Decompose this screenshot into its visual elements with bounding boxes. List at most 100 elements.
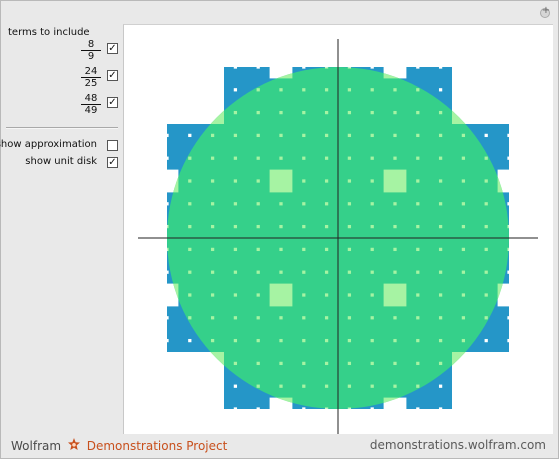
show-approximation-label: show approximation	[0, 139, 97, 150]
show-unit-disk-checkbox[interactable]: ✓	[107, 157, 118, 168]
removed-square	[461, 133, 466, 138]
removed-square	[142, 293, 146, 297]
removed-square	[233, 110, 238, 115]
removed-square	[507, 270, 511, 274]
removed-square	[142, 133, 146, 138]
removed-square	[233, 384, 238, 388]
removed-square	[302, 361, 306, 366]
removed-square	[484, 338, 488, 343]
removed-square	[461, 247, 466, 252]
removed-square	[461, 202, 466, 206]
removed-square	[370, 202, 374, 206]
removed-square	[347, 361, 352, 366]
removed-square	[416, 202, 420, 206]
removed-square	[324, 110, 329, 115]
removed-square	[324, 156, 329, 160]
removed-square	[324, 67, 329, 69]
removed-square	[233, 179, 238, 183]
removed-square	[324, 202, 329, 206]
removed-square	[461, 316, 466, 320]
removed-square	[233, 202, 238, 206]
site-link[interactable]: demonstrations.wolfram.com	[369, 438, 546, 452]
removed-square	[461, 293, 466, 297]
show-unit-disk-label: show unit disk	[25, 156, 97, 167]
removed-square	[438, 133, 443, 138]
removed-square	[167, 247, 169, 252]
expand-icon[interactable]	[540, 5, 551, 18]
term-2-checkbox[interactable]: ✓	[107, 70, 118, 81]
removed-square	[142, 247, 146, 252]
removed-square	[279, 338, 283, 343]
removed-square	[324, 384, 329, 388]
removed-square	[155, 169, 179, 193]
removed-square	[302, 293, 306, 297]
removed-square	[210, 202, 215, 206]
removed-square	[279, 42, 283, 46]
removed-square	[233, 42, 238, 46]
removed-square	[393, 133, 397, 138]
removed-square	[370, 316, 374, 320]
removed-square	[142, 338, 146, 343]
removed-square	[347, 88, 352, 92]
removed-square	[530, 247, 534, 252]
removed-square	[461, 156, 466, 160]
removed-square	[256, 42, 260, 46]
removed-square	[507, 133, 511, 138]
removed-square	[302, 407, 306, 411]
removed-square	[393, 110, 397, 115]
show-approximation-checkbox[interactable]	[107, 140, 118, 151]
removed-square	[210, 133, 215, 138]
removed-square	[188, 316, 192, 320]
removed-square	[165, 133, 169, 138]
removed-square	[507, 224, 511, 229]
term-3-checkbox[interactable]: ✓	[107, 97, 118, 108]
removed-square	[393, 384, 397, 388]
removed-square	[393, 338, 397, 343]
term-1-checkbox[interactable]: ✓	[107, 43, 118, 54]
removed-square	[416, 179, 420, 183]
term-denominator: 25	[84, 78, 98, 89]
removed-square	[393, 202, 397, 206]
removed-square	[256, 202, 260, 206]
removed-square	[210, 338, 215, 343]
removed-square	[452, 352, 553, 434]
removed-square	[497, 169, 521, 193]
removed-square	[233, 133, 238, 138]
removed-square	[347, 407, 352, 409]
removed-square	[210, 179, 215, 183]
removed-square	[256, 88, 260, 92]
removed-square	[233, 247, 238, 252]
removed-square	[347, 179, 352, 183]
removed-square	[416, 407, 420, 411]
removed-square	[124, 352, 224, 434]
removed-square	[167, 224, 169, 229]
removed-square	[416, 293, 420, 297]
term-fraction-3: 48 49	[81, 93, 101, 116]
brand-name: Demonstrations Project	[86, 439, 228, 453]
removed-square	[393, 42, 397, 46]
removed-square	[324, 316, 329, 320]
removed-square	[370, 247, 374, 252]
removed-square	[279, 270, 283, 274]
term-fraction-2: 24 25	[81, 66, 101, 89]
removed-square	[530, 316, 534, 320]
removed-square	[233, 361, 238, 366]
removed-square	[416, 156, 420, 160]
removed-square	[347, 202, 352, 206]
removed-square	[393, 224, 397, 229]
removed-square	[530, 338, 534, 343]
removed-square	[347, 338, 352, 343]
removed-square	[347, 65, 352, 69]
removed-square	[438, 247, 443, 252]
removed-square	[165, 270, 169, 274]
removed-square	[233, 270, 238, 274]
removed-square	[142, 224, 146, 229]
removed-square	[370, 110, 374, 115]
removed-square	[461, 338, 466, 343]
removed-square	[461, 270, 466, 274]
removed-square	[269, 397, 293, 421]
removed-square	[347, 67, 352, 69]
removed-square	[124, 25, 224, 124]
removed-square	[484, 270, 488, 274]
wolfram-brand[interactable]: Wolfram Demonstrations Project	[11, 438, 227, 453]
